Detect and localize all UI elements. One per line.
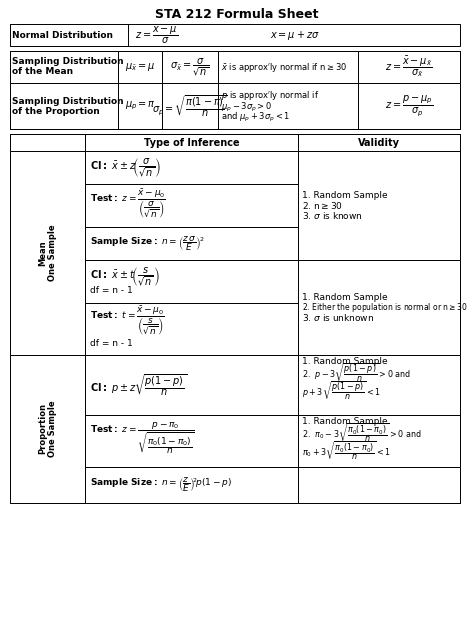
Text: $p+3\sqrt{\dfrac{p(1-p)}{n}}<1$: $p+3\sqrt{\dfrac{p(1-p)}{n}}<1$ <box>302 380 381 402</box>
Bar <box>10 134 85 151</box>
Text: 3. $\sigma$ is unknown: 3. $\sigma$ is unknown <box>302 312 374 323</box>
Bar <box>10 51 460 129</box>
Text: 1. Random Sample: 1. Random Sample <box>302 293 388 302</box>
Text: df = n - 1: df = n - 1 <box>90 286 133 295</box>
Text: $\mu_p - 3\sigma_p > 0$: $\mu_p - 3\sigma_p > 0$ <box>221 100 272 114</box>
Text: Proportion
One Sample: Proportion One Sample <box>38 401 57 458</box>
Bar <box>10 24 128 46</box>
Text: $\mu_{p} = \pi$: $\mu_{p} = \pi$ <box>125 100 155 112</box>
Text: $\mathbf{Test:}$ $t = \dfrac{\bar{x} - \mu_0}{\left(\dfrac{s}{\sqrt{n}}\right)}$: $\mathbf{Test:}$ $t = \dfrac{\bar{x} - \… <box>90 305 165 337</box>
Text: $z = \dfrac{\bar{x}-\mu_{\bar{x}}}{\sigma_{\bar{x}}}$: $z = \dfrac{\bar{x}-\mu_{\bar{x}}}{\sigm… <box>385 54 433 80</box>
Bar <box>85 184 298 227</box>
Text: 2.  $p-3\sqrt{\dfrac{p(1-p)}{n}}>0$ and: 2. $p-3\sqrt{\dfrac{p(1-p)}{n}}>0$ and <box>302 362 411 384</box>
Text: 1. Random Sample: 1. Random Sample <box>302 356 388 365</box>
Bar <box>358 51 460 83</box>
Text: 2. n$\geq$30: 2. n$\geq$30 <box>302 200 343 211</box>
Bar <box>298 260 460 355</box>
Text: 1. Random Sample: 1. Random Sample <box>302 416 388 425</box>
Bar <box>162 51 218 83</box>
Text: Type of Inference: Type of Inference <box>144 138 239 147</box>
Bar <box>10 355 85 503</box>
Bar <box>358 83 460 129</box>
Text: 2. Either the population is normal or n$\geq$30: 2. Either the population is normal or n$… <box>302 301 468 314</box>
Bar <box>85 227 298 260</box>
Text: 3. $\sigma$ is known: 3. $\sigma$ is known <box>302 210 363 221</box>
Bar <box>85 260 298 303</box>
Text: $\mathbf{Test:}$ $z = \dfrac{\bar{x} - \mu_0}{\left(\dfrac{\sigma}{\sqrt{n}}\rig: $\mathbf{Test:}$ $z = \dfrac{\bar{x} - \… <box>90 187 166 220</box>
Text: $p$ is approx$^{\prime}$ly normal if: $p$ is approx$^{\prime}$ly normal if <box>221 90 319 102</box>
Text: $\mathbf{Sample\ Size:}$ $n = \left(\dfrac{z\,\sigma}{E}\right)^{\!2}$: $\mathbf{Sample\ Size:}$ $n = \left(\dfr… <box>90 234 204 253</box>
Bar <box>85 415 298 467</box>
Bar <box>10 24 460 46</box>
Text: $z = \dfrac{p-\mu_p}{\sigma_p}$: $z = \dfrac{p-\mu_p}{\sigma_p}$ <box>385 94 433 118</box>
Text: $\mu_{\bar{x}} = \mu$: $\mu_{\bar{x}} = \mu$ <box>125 61 155 73</box>
Bar <box>85 303 298 355</box>
Text: Mean
One Sample: Mean One Sample <box>38 225 57 281</box>
Bar <box>162 83 218 129</box>
Bar <box>298 467 460 503</box>
Text: $\mathbf{Sample\ Size:}$ $n=\left(\dfrac{z}{E}\right)^{\!2}\!p(1-p)$: $\mathbf{Sample\ Size:}$ $n=\left(\dfrac… <box>90 476 232 494</box>
Bar <box>218 51 358 83</box>
Bar <box>118 83 162 129</box>
Text: Normal Distribution: Normal Distribution <box>12 30 113 39</box>
Bar <box>10 355 460 503</box>
Bar <box>298 415 460 467</box>
Text: $\sigma_{\bar{x}} = \dfrac{\sigma}{\sqrt{n}}$: $\sigma_{\bar{x}} = \dfrac{\sigma}{\sqrt… <box>170 56 210 78</box>
Bar <box>85 467 298 503</box>
Text: Sampling Distribution: Sampling Distribution <box>12 97 124 106</box>
Bar <box>298 151 460 260</box>
Text: $\mathbf{CI:}$ $\bar{x} \pm z\!\left(\dfrac{\sigma}{\sqrt{n}}\right)$: $\mathbf{CI:}$ $\bar{x} \pm z\!\left(\df… <box>90 156 161 179</box>
Text: df = n - 1: df = n - 1 <box>90 339 133 348</box>
Text: $\mathbf{CI:}$ $p \pm z_{\!}\sqrt{\dfrac{p(1-p)}{n}}$: $\mathbf{CI:}$ $p \pm z_{\!}\sqrt{\dfrac… <box>90 372 187 398</box>
Bar <box>118 51 162 83</box>
Text: $z = \dfrac{x-\mu}{\sigma}$: $z = \dfrac{x-\mu}{\sigma}$ <box>135 25 178 46</box>
Bar <box>10 151 460 355</box>
Text: Sampling Distribution: Sampling Distribution <box>12 58 124 66</box>
Text: $\mathbf{Test:}$ $z = \dfrac{p - \pi_0}{\sqrt{\dfrac{\pi_0(1-\pi_0)}{n}}}$: $\mathbf{Test:}$ $z = \dfrac{p - \pi_0}{… <box>90 421 195 457</box>
Text: $x = \mu + z\sigma$: $x = \mu + z\sigma$ <box>270 28 319 42</box>
Bar <box>218 83 358 129</box>
Text: STA 212 Formula Sheet: STA 212 Formula Sheet <box>155 8 319 20</box>
Bar <box>298 355 460 415</box>
Bar <box>10 83 118 129</box>
Bar <box>10 151 85 355</box>
Bar <box>85 151 298 184</box>
Text: of the Proportion: of the Proportion <box>12 107 100 116</box>
Text: of the Mean: of the Mean <box>12 68 73 76</box>
Bar <box>298 134 460 151</box>
Bar <box>85 134 298 151</box>
Text: 2.  $\pi_0-3\sqrt{\dfrac{\pi_0(1-\pi_0)}{n}}>0$ and: 2. $\pi_0-3\sqrt{\dfrac{\pi_0(1-\pi_0)}{… <box>302 422 421 444</box>
Text: and $\mu_p + 3\sigma_p < 1$: and $\mu_p + 3\sigma_p < 1$ <box>221 111 291 123</box>
Bar <box>10 134 460 151</box>
Text: 1. Random Sample: 1. Random Sample <box>302 191 388 200</box>
Text: $\bar{x}$ is approx$^{\prime}$ly normal if n$\geq$30: $\bar{x}$ is approx$^{\prime}$ly normal … <box>221 61 347 73</box>
Text: $\pi_0+3\sqrt{\dfrac{\pi_0(1-\pi_0)}{n}}<1$: $\pi_0+3\sqrt{\dfrac{\pi_0(1-\pi_0)}{n}}… <box>302 440 391 462</box>
Text: $\mathbf{CI:}$ $\bar{x} \pm t\!\left(\dfrac{s}{\sqrt{n}}\right)$: $\mathbf{CI:}$ $\bar{x} \pm t\!\left(\df… <box>90 265 160 288</box>
Text: Validity: Validity <box>358 138 400 147</box>
Bar <box>85 355 298 415</box>
Bar <box>10 51 118 83</box>
Text: $\sigma_{p} = \sqrt{\dfrac{\pi(1-\pi)}{n}}$: $\sigma_{p} = \sqrt{\dfrac{\pi(1-\pi)}{n… <box>152 93 228 119</box>
